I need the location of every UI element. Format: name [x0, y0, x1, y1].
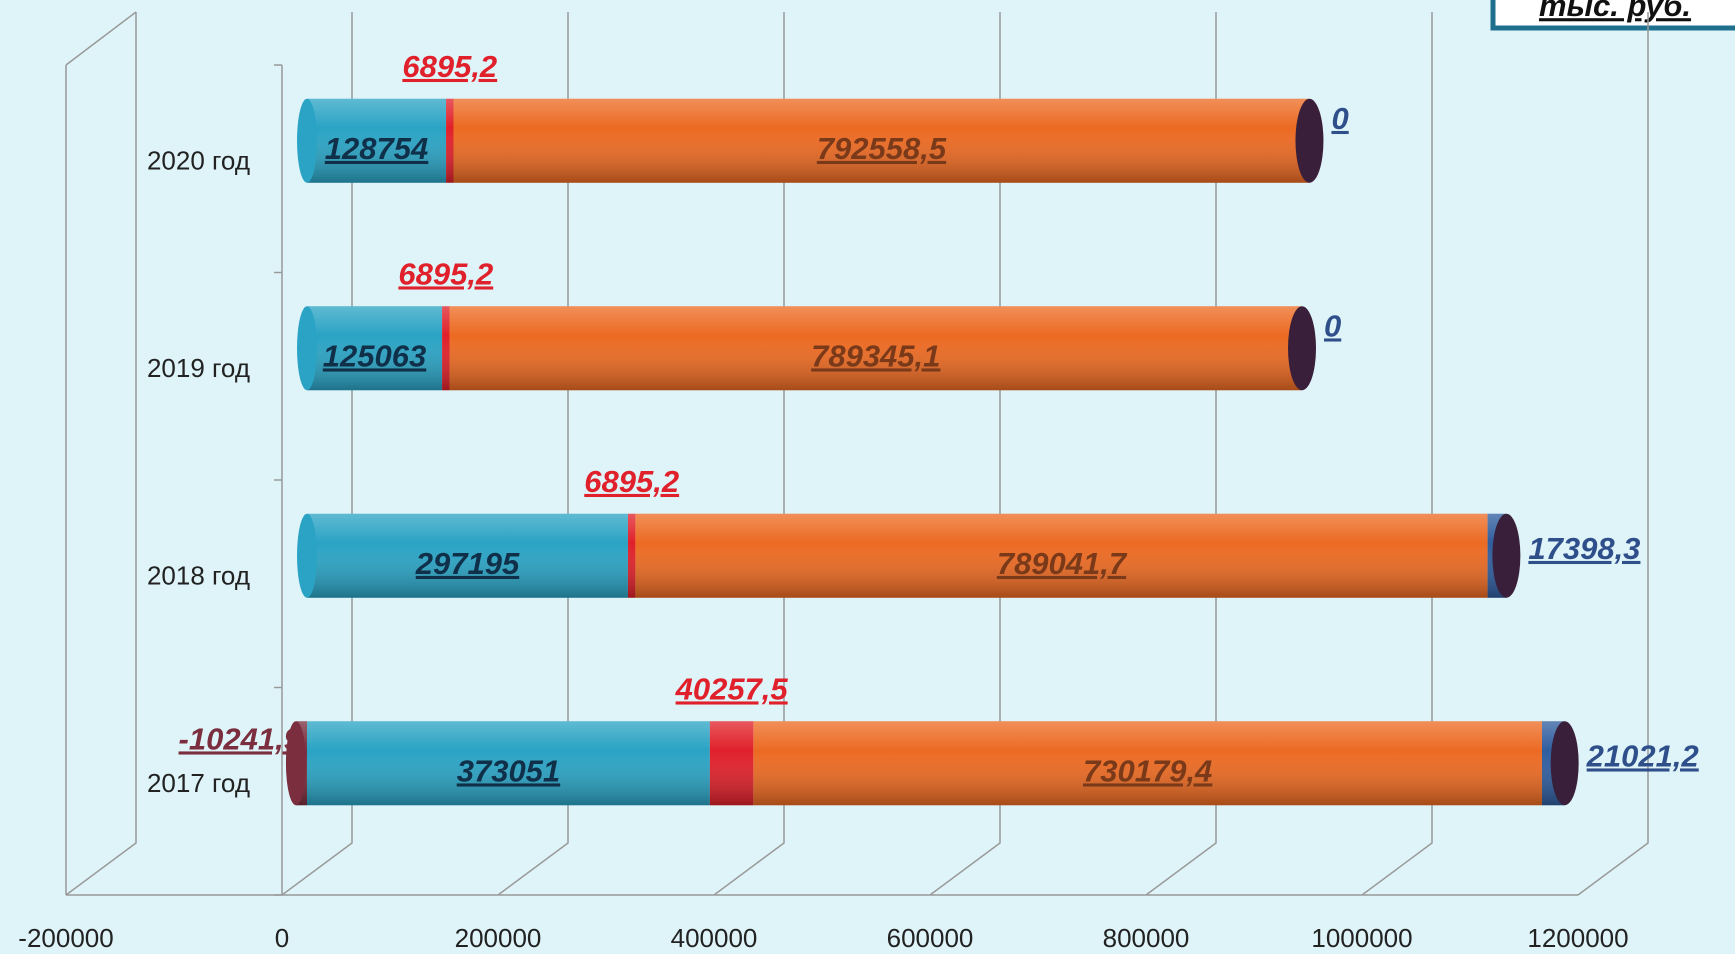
bar-cap — [285, 721, 306, 806]
x-tick-label: 400000 — [671, 923, 758, 953]
x-tick-label: 1000000 — [1311, 923, 1412, 953]
data-label: 0 — [1324, 308, 1341, 343]
x-tick-label: 1200000 — [1527, 923, 1628, 953]
x-tick-label: -200000 — [18, 923, 113, 953]
grid-line — [929, 12, 1001, 896]
bar-shade — [449, 306, 1303, 391]
wall-edge — [65, 11, 137, 66]
bar-shade — [627, 513, 636, 598]
grid-line — [281, 12, 353, 896]
bar-shade — [307, 98, 447, 183]
data-label: 789041,7 — [997, 546, 1128, 581]
grid-line — [65, 12, 137, 896]
data-label: 6895,2 — [398, 256, 493, 291]
bar-group — [297, 98, 1324, 183]
bar-shade — [442, 306, 450, 391]
grid-line — [713, 12, 785, 896]
y-tick-label: 2018 год — [147, 561, 250, 591]
bar-cap — [1492, 513, 1521, 598]
data-label: 21021,2 — [1586, 738, 1699, 773]
data-label: 789345,1 — [811, 338, 940, 373]
bar-shade — [446, 98, 454, 183]
data-label: 730179,4 — [1083, 753, 1212, 788]
bar-cap — [297, 306, 317, 391]
data-label: -10241,9 — [179, 721, 302, 756]
data-label: 6895,2 — [402, 49, 497, 84]
bar-group — [285, 721, 1579, 806]
bar-shade — [307, 721, 710, 806]
data-label: 128754 — [325, 131, 428, 166]
bar-shade — [709, 721, 754, 806]
bar-shade — [307, 513, 628, 598]
x-tick-label: 600000 — [887, 923, 974, 953]
bar-shade — [307, 306, 443, 391]
x-tick-label: 200000 — [455, 923, 542, 953]
bar-cap — [297, 98, 317, 183]
data-label: 297195 — [415, 546, 520, 581]
y-tick-label: 2019 год — [147, 353, 250, 383]
bar-cap — [297, 513, 317, 598]
bar-cap — [1288, 306, 1317, 391]
data-label: 17398,3 — [1528, 531, 1640, 566]
grid-line — [1361, 12, 1433, 896]
bar-group — [297, 513, 1521, 598]
bar-group — [297, 306, 1317, 391]
data-label: 792558,5 — [817, 131, 947, 166]
bar-cap — [1295, 98, 1324, 183]
y-tick-label: 2017 год — [147, 768, 250, 798]
data-label: 373051 — [457, 753, 560, 788]
x-tick-label: 0 — [275, 923, 289, 953]
unit-box: тыс. руб. — [1490, 0, 1735, 31]
bar-shade — [635, 513, 1488, 598]
unit-label: тыс. руб. — [1539, 0, 1691, 23]
grid-line — [497, 12, 569, 896]
unit-frame — [1490, 0, 1735, 31]
grid-line — [1577, 12, 1649, 896]
bar-cap — [1550, 721, 1579, 806]
bar-shade — [753, 721, 1542, 806]
data-label: 0 — [1331, 101, 1348, 136]
y-tick-label: 2020 год — [147, 146, 250, 176]
data-label: 6895,2 — [584, 464, 679, 499]
data-label: 40257,5 — [675, 671, 789, 706]
grid-line — [1145, 12, 1217, 896]
data-label: 125063 — [323, 338, 426, 373]
bar-shade — [453, 98, 1310, 183]
x-tick-label: 800000 — [1103, 923, 1190, 953]
